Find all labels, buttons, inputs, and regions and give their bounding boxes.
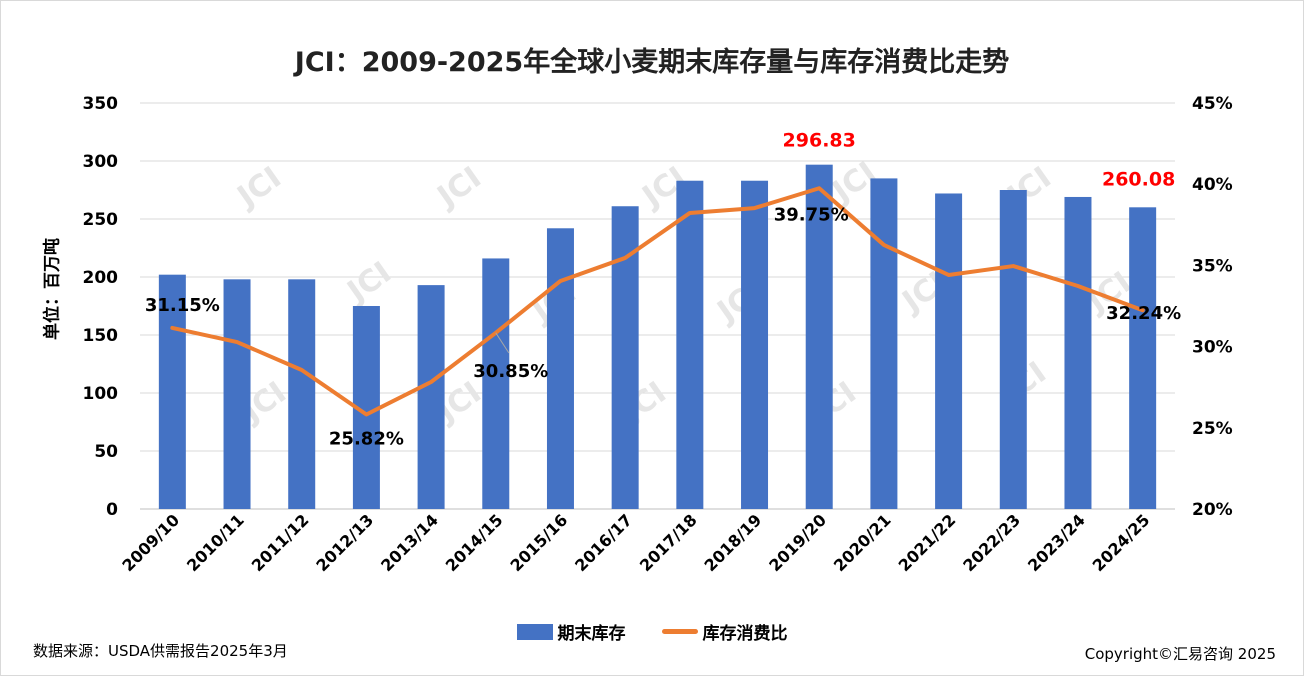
copyright-note: Copyright©汇易咨询 2025 — [1084, 645, 1276, 663]
bar-2018/19 — [741, 180, 769, 509]
y-tick-label: 150 — [83, 326, 119, 346]
line-point-2017/18 — [688, 211, 692, 215]
legend-swatch-bar — [516, 623, 553, 640]
x-tick-label: 2013/14 — [377, 510, 442, 575]
line-point-2019/20 — [817, 186, 821, 190]
y-tick-label: 250 — [83, 210, 119, 230]
x-tick-label: 2021/22 — [895, 510, 960, 575]
x-tick-label: 2011/12 — [248, 510, 313, 575]
line-data-label: 30.85% — [473, 361, 548, 382]
line-data-label: 31.15% — [145, 295, 220, 316]
legend-item-line: 库存消费比 — [661, 619, 788, 644]
line-series — [170, 186, 1145, 417]
line-point-2012/13 — [364, 412, 368, 416]
y-right-tick-label: 30% — [1192, 338, 1233, 358]
line-data-label: 25.82% — [329, 428, 404, 449]
line-point-2018/19 — [753, 206, 757, 210]
bar-2011/12 — [288, 279, 316, 509]
y-right-tick-label: 45% — [1192, 94, 1233, 114]
y-right-tick-label: 35% — [1192, 256, 1233, 276]
line-point-2013/14 — [429, 380, 433, 384]
watermark: JCI — [430, 160, 488, 215]
y-axis-label: 单位：百万吨 — [42, 238, 63, 340]
line-data-label: 39.75% — [774, 204, 849, 225]
bar-2015/16 — [546, 228, 574, 509]
x-tick-label: 2012/13 — [312, 510, 377, 575]
x-tick-label: 2015/16 — [506, 510, 571, 575]
x-tick-label: 2014/15 — [442, 510, 507, 575]
line-point-2011/12 — [300, 368, 304, 372]
legend-label-line: 库存消费比 — [702, 624, 788, 644]
bar-2017/18 — [676, 180, 704, 509]
bar-2023/24 — [1064, 196, 1092, 509]
line-point-2022/23 — [1011, 264, 1015, 268]
legend-swatch-line — [661, 629, 698, 634]
line-point-2020/21 — [882, 243, 886, 247]
bar-2022/23 — [999, 190, 1027, 509]
x-tick-label: 2010/11 — [183, 510, 248, 575]
bar-2020/21 — [870, 178, 898, 509]
x-tick-label: 2023/24 — [1024, 510, 1089, 575]
y-tick-label: 300 — [83, 152, 119, 172]
y-tick-label: 0 — [106, 500, 118, 520]
bar-2019/20 — [805, 164, 833, 510]
source-note: 数据来源：USDA供需报告2025年3月 — [33, 642, 288, 660]
x-tick-label: 2019/20 — [765, 510, 830, 575]
y-right-tick-label: 40% — [1192, 175, 1233, 195]
x-tick-label: 2016/17 — [571, 510, 636, 575]
x-tick-label: 2024/25 — [1089, 510, 1154, 575]
watermark: JCI — [230, 160, 288, 215]
legend-label-bar: 期末库存 — [557, 624, 626, 644]
line-data-label: 32.24% — [1106, 303, 1181, 324]
y-tick-label: 350 — [83, 94, 119, 114]
line-point-2021/22 — [947, 273, 951, 277]
line-point-2024/25 — [1141, 308, 1145, 312]
line-point-2015/16 — [558, 279, 562, 283]
chart-title: JCI：2009-2025年全球小麦期末库存量与库存消费比走势 — [294, 47, 1010, 78]
bar-2009/10 — [158, 274, 186, 509]
y-right-tick-label: 20% — [1192, 500, 1233, 520]
bar-2010/11 — [223, 279, 251, 509]
y-tick-label: 100 — [83, 384, 119, 404]
x-tick-label: 2020/21 — [830, 510, 895, 575]
x-tick-label: 2017/18 — [636, 510, 701, 575]
watermark: JCI — [340, 255, 398, 310]
line-point-2023/24 — [1076, 284, 1080, 288]
bar-2021/22 — [935, 193, 963, 510]
bar-data-label: 296.83 — [783, 130, 856, 152]
line-point-2009/10 — [170, 326, 174, 330]
x-tick-label: 2018/19 — [701, 510, 766, 575]
x-tick-label: 2009/10 — [118, 510, 183, 575]
legend-item-bar: 期末库存 — [516, 619, 626, 644]
y-right-tick-label: 25% — [1192, 419, 1233, 439]
legend: 期末库存 库存消费比 — [0, 619, 1304, 644]
x-tick-label: 2022/23 — [959, 510, 1024, 575]
line-point-2016/17 — [623, 256, 627, 260]
bar-2024/25 — [1129, 207, 1157, 510]
bar-2014/15 — [482, 258, 510, 509]
line-point-2010/11 — [235, 340, 239, 344]
bar-data-label: 260.08 — [1102, 168, 1175, 190]
bar-2013/14 — [417, 285, 445, 509]
y-tick-label: 200 — [83, 268, 119, 288]
leader-line — [495, 332, 510, 354]
y-tick-label: 50 — [94, 442, 118, 462]
